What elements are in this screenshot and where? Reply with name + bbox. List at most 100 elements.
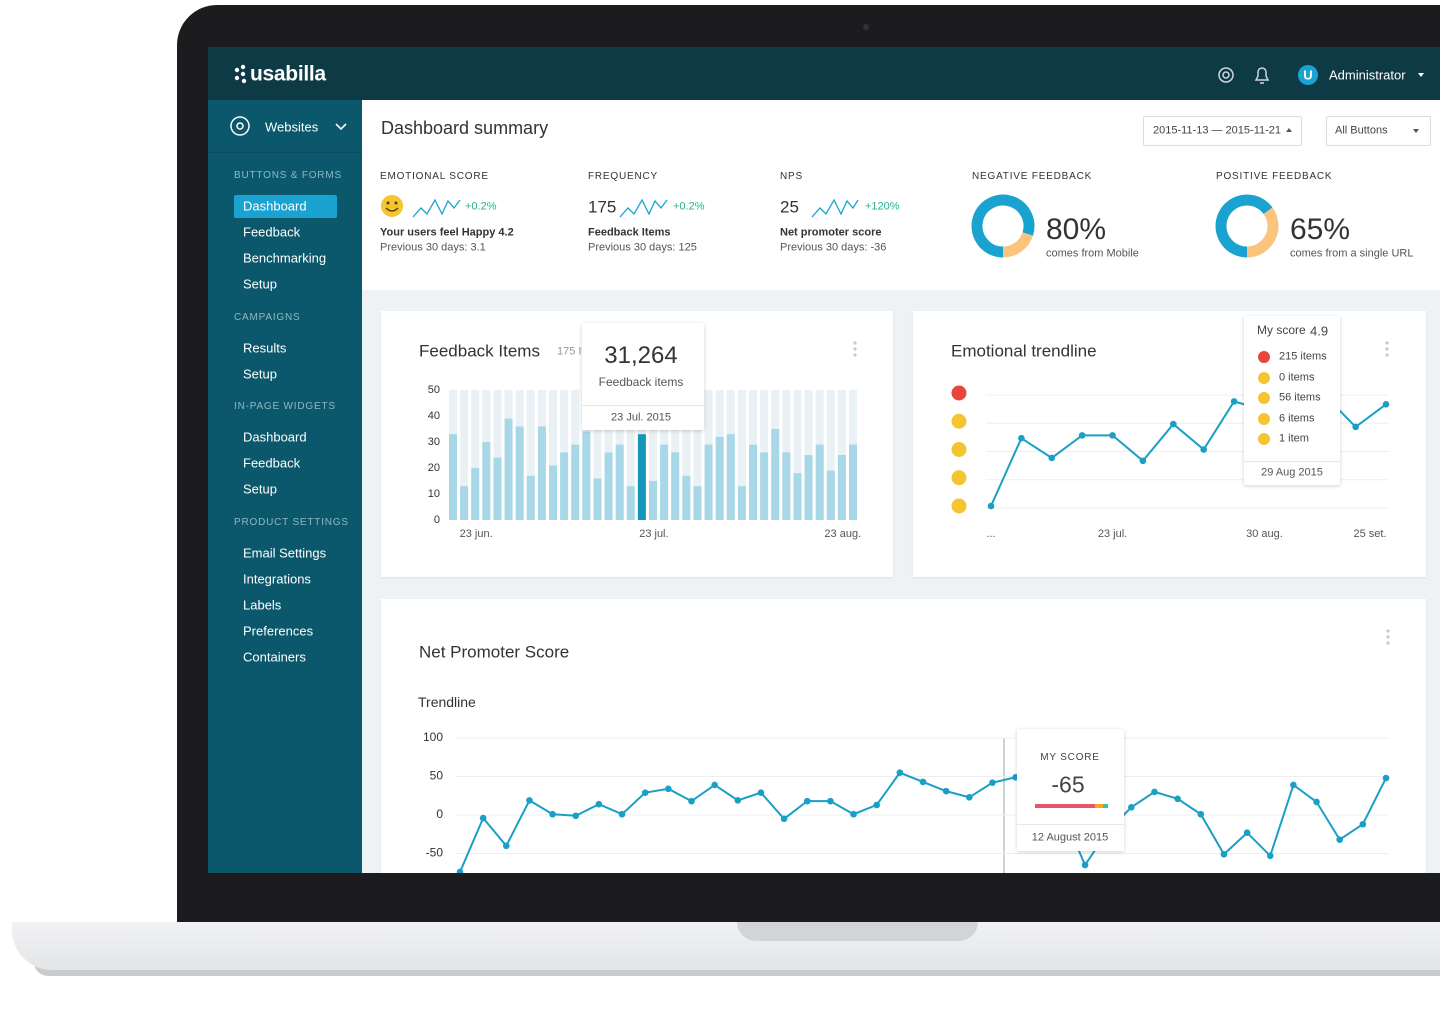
nav-item[interactable]: Dashboard (243, 198, 307, 214)
point (850, 810, 857, 818)
point (1382, 401, 1390, 408)
bar (693, 486, 702, 520)
filter[interactable]: All Buttons (1335, 124, 1388, 137)
bar (460, 486, 469, 520)
bar-track (826, 390, 835, 520)
point (1197, 810, 1205, 818)
y-tick-label: -50 (426, 846, 444, 860)
bar (649, 481, 657, 520)
dropdown-caret[interactable] (1286, 128, 1292, 132)
nav-item[interactable]: Labels (243, 597, 282, 612)
point (827, 797, 834, 805)
emotion-icon (1258, 351, 1270, 363)
point (1078, 432, 1086, 439)
point (503, 842, 510, 850)
websites-icon[interactable] (230, 116, 250, 136)
user-caret[interactable] (1418, 73, 1424, 77)
bar (782, 452, 791, 520)
metric-label: FREQUENCY (588, 171, 658, 182)
bar (549, 465, 557, 520)
metric-previous: Previous 30 days: 3.1 (380, 241, 486, 254)
nav-item[interactable]: Setup (243, 366, 277, 381)
y-tick-label: 100 (423, 730, 443, 744)
bar (615, 444, 624, 520)
user-name[interactable]: Administrator (1329, 67, 1406, 83)
bar (604, 452, 613, 520)
point (1109, 432, 1116, 439)
score-bar (1095, 804, 1103, 808)
x-tick-label: 25 set. (1353, 528, 1386, 540)
date-range[interactable]: 2015-11-13 — 2015-11-21 (1153, 124, 1282, 137)
tooltip-score: -65 (1051, 771, 1085, 798)
card-menu[interactable] (853, 341, 857, 357)
nav-item[interactable]: Setup (243, 276, 277, 292)
metric-change: +120% (865, 200, 900, 213)
point (1266, 852, 1274, 860)
bar (715, 436, 724, 520)
point (1230, 398, 1238, 405)
nav-item[interactable]: Feedback (243, 224, 301, 240)
happy-emoji (381, 195, 403, 217)
tooltip-label: Feedback items (598, 375, 684, 389)
bar (671, 452, 680, 520)
trend-line (459, 771, 1387, 873)
tooltip-date: 23 Jul. 2015 (611, 411, 671, 424)
nav-item[interactable]: Preferences (243, 623, 314, 638)
point (896, 769, 904, 776)
point (665, 785, 672, 793)
point (1220, 850, 1228, 858)
donut-rest (1246, 207, 1279, 258)
user-avatar[interactable] (1298, 65, 1318, 85)
point (549, 810, 556, 818)
support-icon[interactable] (1218, 67, 1234, 83)
bell-icon[interactable] (1254, 67, 1270, 84)
site-selector[interactable]: Websites (265, 119, 319, 135)
bar-track (593, 390, 602, 520)
point (734, 797, 742, 804)
card-menu[interactable] (1385, 341, 1389, 357)
dropdown-caret[interactable] (1413, 129, 1419, 133)
bar-track (626, 390, 635, 520)
tooltip-item: 56 items (1279, 391, 1321, 404)
point (595, 800, 603, 808)
point (456, 868, 464, 873)
y-tick-label: 30 (428, 436, 440, 448)
sidebar (208, 100, 362, 873)
bar-track (693, 390, 702, 520)
card-menu[interactable] (1386, 629, 1390, 645)
metric-description: Net promoter score (780, 226, 882, 239)
section-title: BUTTONS & FORMS (234, 170, 342, 181)
tooltip-item: 0 items (1279, 371, 1315, 383)
date-dropdown[interactable] (1143, 116, 1302, 146)
brand: usabilla (250, 62, 326, 86)
bar (793, 473, 802, 520)
tooltip-divider (1244, 461, 1340, 462)
nav-item[interactable]: Setup (243, 481, 277, 497)
nav-item[interactable]: Results (243, 340, 287, 355)
emotion-icon (1258, 433, 1270, 445)
bar-track (471, 390, 480, 520)
point (1128, 804, 1135, 811)
top-bar (208, 47, 1440, 100)
nav-item[interactable]: Feedback (243, 455, 301, 471)
nav-item[interactable]: Benchmarking (243, 250, 327, 266)
bar (493, 457, 502, 520)
tooltip-title: MY SCORE (1040, 752, 1100, 763)
nav-item[interactable]: Email Settings (243, 545, 327, 560)
tooltip-title: My score (1257, 323, 1306, 337)
filter-dropdown[interactable] (1326, 116, 1431, 146)
tooltip (1017, 729, 1124, 851)
sidebar-divider (208, 152, 362, 153)
nav-item[interactable]: Dashboard (243, 429, 307, 445)
websites-caret[interactable] (335, 123, 347, 131)
metric-value: 175 (588, 197, 617, 217)
bar-track (526, 390, 535, 520)
bar (749, 444, 757, 520)
metric-label: EMOTIONAL SCORE (380, 171, 489, 182)
donut-description: comes from a single URL (1290, 247, 1414, 260)
nav-item[interactable]: Integrations (243, 571, 311, 586)
tooltip-value: 31,264 (604, 342, 678, 369)
y-tick-label: 20 (428, 462, 440, 474)
nav-item[interactable]: Containers (243, 649, 306, 664)
